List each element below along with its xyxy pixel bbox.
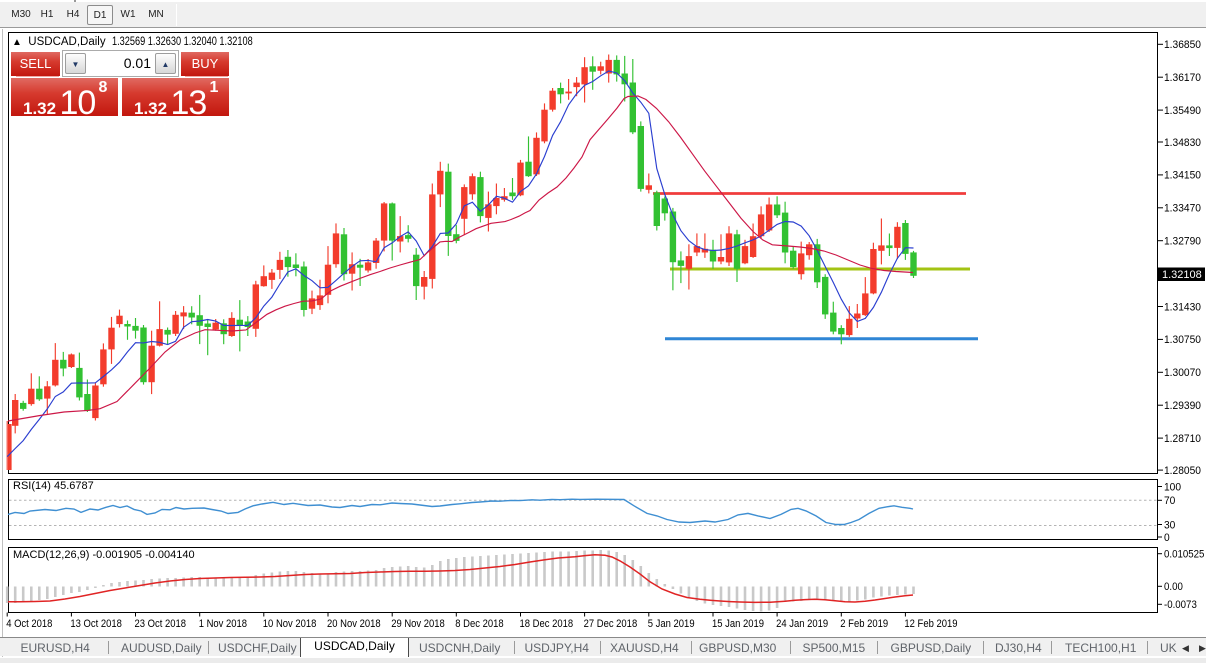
- svg-text:2 Feb 2019: 2 Feb 2019: [840, 618, 888, 630]
- svg-text:70: 70: [1164, 495, 1175, 507]
- svg-text:1.32108: 1.32108: [1162, 269, 1202, 281]
- svg-text:30: 30: [1164, 519, 1175, 531]
- svg-text:20 Nov 2018: 20 Nov 2018: [327, 618, 381, 630]
- svg-text:1.33470: 1.33470: [1164, 202, 1201, 214]
- svg-text:18 Dec 2018: 18 Dec 2018: [520, 618, 574, 630]
- svg-text:1.31430: 1.31430: [1164, 301, 1201, 313]
- svg-text:29 Nov 2018: 29 Nov 2018: [391, 618, 445, 630]
- svg-text:100: 100: [1164, 481, 1181, 493]
- svg-text:4 Oct 2018: 4 Oct 2018: [6, 618, 53, 630]
- svg-text:1 Nov 2018: 1 Nov 2018: [199, 618, 248, 630]
- svg-text:MACD(12,26,9) -0.001905 -0.004: MACD(12,26,9) -0.001905 -0.004140: [13, 549, 195, 561]
- svg-text:1.36170: 1.36170: [1164, 72, 1201, 84]
- svg-text:1.28050: 1.28050: [1164, 465, 1201, 477]
- svg-text:23 Oct 2018: 23 Oct 2018: [135, 618, 187, 630]
- svg-text:24 Jan 2019: 24 Jan 2019: [776, 618, 828, 630]
- svg-text:13 Oct 2018: 13 Oct 2018: [70, 618, 122, 630]
- svg-text:RSI(14) 45.6787: RSI(14) 45.6787: [13, 480, 94, 492]
- svg-text:0.010525: 0.010525: [1164, 549, 1205, 561]
- svg-text:1.35490: 1.35490: [1164, 105, 1201, 117]
- svg-text:-0.0073: -0.0073: [1164, 600, 1197, 612]
- svg-text:10 Nov 2018: 10 Nov 2018: [263, 618, 317, 630]
- svg-text:15 Jan 2019: 15 Jan 2019: [712, 618, 764, 630]
- svg-text:12 Feb 2019: 12 Feb 2019: [904, 618, 957, 630]
- svg-text:1.29390: 1.29390: [1164, 400, 1201, 412]
- svg-text:1.36850: 1.36850: [1164, 39, 1201, 51]
- svg-text:27 Dec 2018: 27 Dec 2018: [584, 618, 638, 630]
- svg-text:5 Jan 2019: 5 Jan 2019: [648, 618, 695, 630]
- svg-text:1.32790: 1.32790: [1164, 235, 1201, 247]
- svg-text:1.34150: 1.34150: [1164, 169, 1201, 181]
- svg-text:0: 0: [1164, 531, 1170, 543]
- svg-text:0.00: 0.00: [1164, 582, 1183, 594]
- svg-text:1.28710: 1.28710: [1164, 433, 1201, 445]
- svg-text:1.30750: 1.30750: [1164, 334, 1201, 346]
- svg-text:1.34830: 1.34830: [1164, 136, 1201, 148]
- svg-text:1.30070: 1.30070: [1164, 367, 1201, 379]
- svg-text:8 Dec 2018: 8 Dec 2018: [455, 618, 504, 630]
